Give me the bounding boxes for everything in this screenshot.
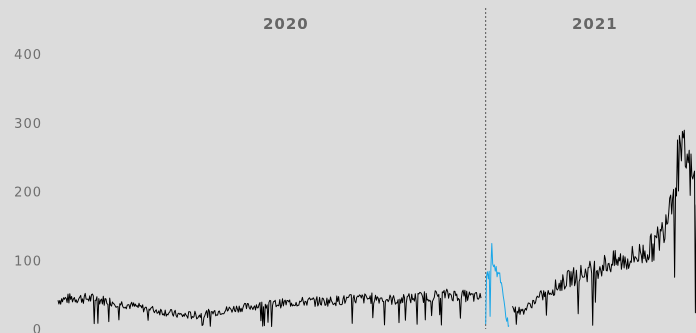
- year-label-2020: 2020: [263, 15, 309, 33]
- year-labels: 2020 2021: [263, 15, 618, 33]
- y-tick-label: 100: [14, 254, 42, 269]
- y-axis-ticks: 0 100 200 300 400: [14, 48, 42, 333]
- series-line-1: [485, 243, 510, 327]
- y-tick-label: 200: [14, 186, 42, 201]
- series-line-0: [57, 288, 482, 327]
- y-tick-label: 0: [33, 323, 42, 333]
- series-line-2: [512, 129, 696, 326]
- y-tick-label: 400: [14, 48, 42, 63]
- series-group: [57, 129, 696, 327]
- y-tick-label: 300: [14, 117, 42, 132]
- year-label-2021: 2021: [572, 15, 618, 33]
